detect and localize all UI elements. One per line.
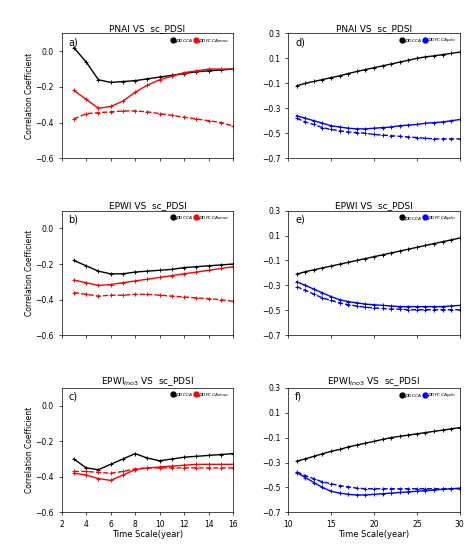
Title: EPWI$_{Ino3}$ VS  sc_PDSI: EPWI$_{Ino3}$ VS sc_PDSI [101, 375, 194, 388]
X-axis label: Time Scale(year): Time Scale(year) [112, 530, 183, 540]
Title: EPWI VS  sc_PDSI: EPWI VS sc_PDSI [335, 201, 413, 210]
Legend: $\rho_{DCCA}$, $\rho_{DPCCApdo}$: $\rho_{DCCA}$, $\rho_{DPCCApdo}$ [400, 391, 456, 401]
Title: EPWI$_{Ino3}$ VS  sc_PDSI: EPWI$_{Ino3}$ VS sc_PDSI [328, 375, 420, 388]
Legend: $\rho_{DCCA}$, $\rho_{DPCCAenso}$: $\rho_{DCCA}$, $\rho_{DPCCAenso}$ [171, 391, 230, 400]
Text: b): b) [68, 214, 79, 224]
Legend: $\rho_{DCCA}$, $\rho_{DPCCAenso}$: $\rho_{DCCA}$, $\rho_{DPCCAenso}$ [171, 37, 230, 46]
Y-axis label: Correlation Coefficient: Correlation Coefficient [25, 407, 34, 493]
Text: d): d) [295, 37, 305, 47]
X-axis label: Time Scale(year): Time Scale(year) [338, 530, 410, 540]
Y-axis label: Correlation Coefficient: Correlation Coefficient [25, 230, 34, 316]
Text: a): a) [68, 37, 78, 47]
Legend: $\rho_{DCCA}$, $\rho_{DPCCApdo}$: $\rho_{DCCA}$, $\rho_{DPCCApdo}$ [400, 214, 456, 224]
Legend: $\rho_{DCCA}$, $\rho_{DPCCApdo}$: $\rho_{DCCA}$, $\rho_{DPCCApdo}$ [400, 37, 456, 47]
Title: EPWI VS  sc_PDSI: EPWI VS sc_PDSI [109, 201, 186, 210]
Text: f): f) [295, 392, 302, 402]
Y-axis label: Correlation Coefficient: Correlation Coefficient [25, 53, 34, 139]
Title: PNAI VS  sc_PDSI: PNAI VS sc_PDSI [109, 23, 185, 33]
Text: c): c) [68, 392, 78, 402]
Title: PNAI VS  sc_PDSI: PNAI VS sc_PDSI [336, 23, 412, 33]
Text: e): e) [295, 214, 305, 224]
Legend: $\rho_{DCCA}$, $\rho_{DPCCAenso}$: $\rho_{DCCA}$, $\rho_{DPCCAenso}$ [171, 214, 230, 223]
